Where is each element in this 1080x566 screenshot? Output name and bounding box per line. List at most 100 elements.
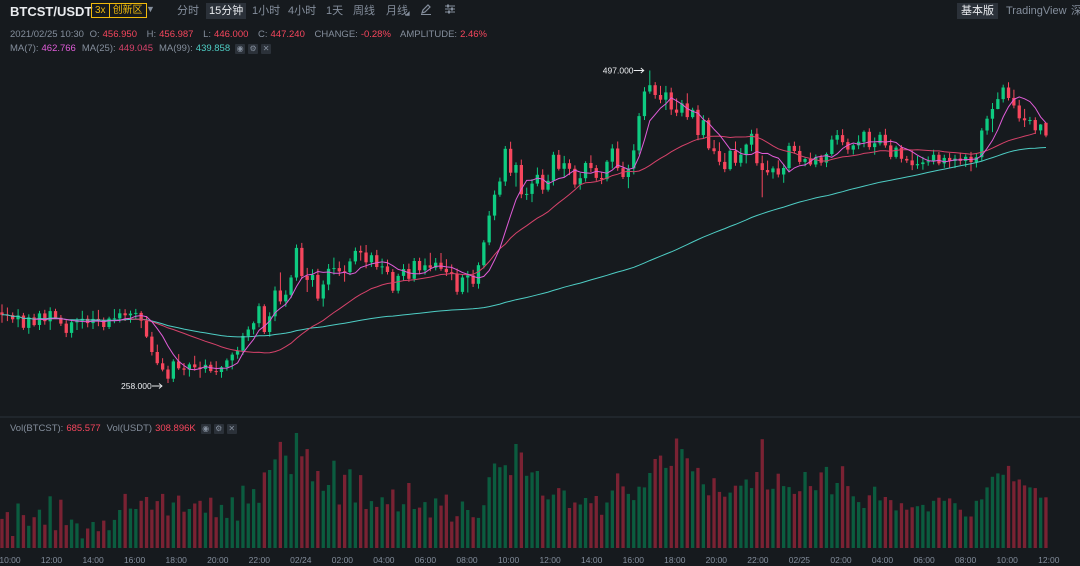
candle-body [707, 120, 711, 149]
candle-body [487, 215, 491, 243]
volume-bar [600, 514, 604, 548]
x-tick-label: 20:00 [706, 555, 728, 565]
candle-body [803, 159, 807, 162]
x-tick-label: 08:00 [955, 555, 977, 565]
candle-body [75, 320, 79, 323]
settings-sliders-icon[interactable] [444, 3, 456, 18]
candle-body [69, 322, 74, 333]
candle-body [782, 168, 786, 175]
volume-bar [310, 481, 315, 548]
candle-body [605, 161, 609, 180]
draw-pencil-icon[interactable] [420, 3, 432, 18]
x-tick-label: 12:00 [1038, 555, 1060, 565]
volume-bar [401, 504, 406, 548]
candle-body [509, 148, 513, 173]
close-icon[interactable]: ✕ [226, 423, 237, 434]
eye-icon[interactable]: ◉ [200, 423, 211, 434]
volume-bar [487, 477, 491, 548]
candle-body [765, 170, 770, 173]
ma7-label: MA(7): [10, 43, 39, 54]
volume-bar [155, 501, 159, 548]
view-tab-tradingview[interactable]: TradingView [1006, 5, 1067, 17]
volume-bar [332, 460, 336, 548]
volume-bar [321, 490, 325, 548]
candle-body [396, 275, 400, 291]
candle-body [1017, 105, 1021, 119]
ma99-value: 439.858 [195, 43, 231, 54]
candle-body [1044, 122, 1048, 136]
low-label: L: [203, 29, 212, 40]
symbol-dropdown-icon[interactable]: ▼ [146, 4, 155, 14]
candle-body [980, 130, 984, 158]
candle-body [519, 165, 523, 195]
candle-body [760, 163, 764, 170]
candle-body [626, 168, 630, 177]
candle-body [658, 95, 663, 100]
timeframe-tab-1[interactable]: 15分钟 [206, 3, 247, 19]
volume-bar [187, 509, 191, 548]
timeframe-more-icon[interactable]: ◢ [405, 11, 410, 17]
volume-bar [653, 459, 657, 548]
volume-bar [632, 500, 636, 548]
gear-icon[interactable]: ⚙ [248, 43, 259, 54]
ma7-value: 462.766 [41, 43, 76, 54]
volume-bar [948, 498, 952, 548]
volume-bar [867, 495, 871, 548]
timeframe-tab-4[interactable]: 1天 [326, 5, 344, 17]
volume-bar [771, 488, 775, 548]
volume-bar [53, 530, 58, 548]
view-tab-depth[interactable]: 深 [1071, 5, 1080, 17]
volume-bar [134, 509, 138, 548]
volume-bar [412, 509, 416, 548]
symbol-title[interactable]: BTCST/USDT [10, 4, 93, 19]
timeframe-tab-5[interactable]: 周线 [353, 5, 375, 17]
candle-body [712, 148, 716, 152]
volume-bar [1012, 481, 1016, 548]
candle-body [974, 157, 978, 162]
volume-bar [214, 517, 218, 548]
timeframe-tab-6[interactable]: 月线 [386, 5, 408, 17]
zone-label: 创新区 [108, 4, 146, 17]
candle-body [937, 154, 941, 164]
timeframe-tab-2[interactable]: 1小时 [252, 5, 281, 17]
candle-body [996, 99, 1000, 109]
candle-body [1001, 87, 1005, 100]
candle-body [310, 274, 315, 280]
high-arrow [633, 67, 645, 74]
candle-body [273, 290, 277, 317]
volume-bar [139, 500, 143, 548]
volume-bar [733, 485, 738, 548]
volume-bar [326, 485, 331, 548]
view-tab-basic[interactable]: 基本版 [957, 3, 998, 19]
candle-body [107, 318, 111, 327]
x-tick-label: 04:00 [872, 555, 894, 565]
volume-bar [562, 490, 566, 548]
candle-body [964, 156, 968, 161]
candle-body [316, 274, 320, 299]
candle-body [990, 109, 995, 119]
volume-bar [300, 456, 304, 548]
volume-bar [434, 498, 438, 548]
volume-bar [996, 473, 1000, 548]
gear-icon[interactable]: ⚙ [213, 423, 224, 434]
close-icon[interactable]: ✕ [261, 43, 272, 54]
candle-body [894, 147, 898, 157]
volume-bar [910, 507, 914, 548]
volume-bar [219, 504, 224, 548]
volume-bar [262, 472, 266, 548]
candle-body [787, 145, 791, 168]
volume-bar [316, 471, 320, 548]
volume-bar [535, 471, 539, 548]
candle-body [701, 120, 705, 136]
timeframe-tab-0[interactable]: 分时 [177, 5, 199, 17]
candle-body [193, 364, 197, 368]
volume-bar [118, 510, 122, 548]
volume-bar [616, 473, 620, 548]
volume-bar [723, 496, 727, 548]
candle-body [252, 323, 256, 330]
volume-bar [894, 510, 898, 548]
timeframe-tab-3[interactable]: 4小时 [288, 5, 317, 17]
eye-icon[interactable]: ◉ [235, 43, 246, 54]
candle-body [915, 164, 920, 166]
